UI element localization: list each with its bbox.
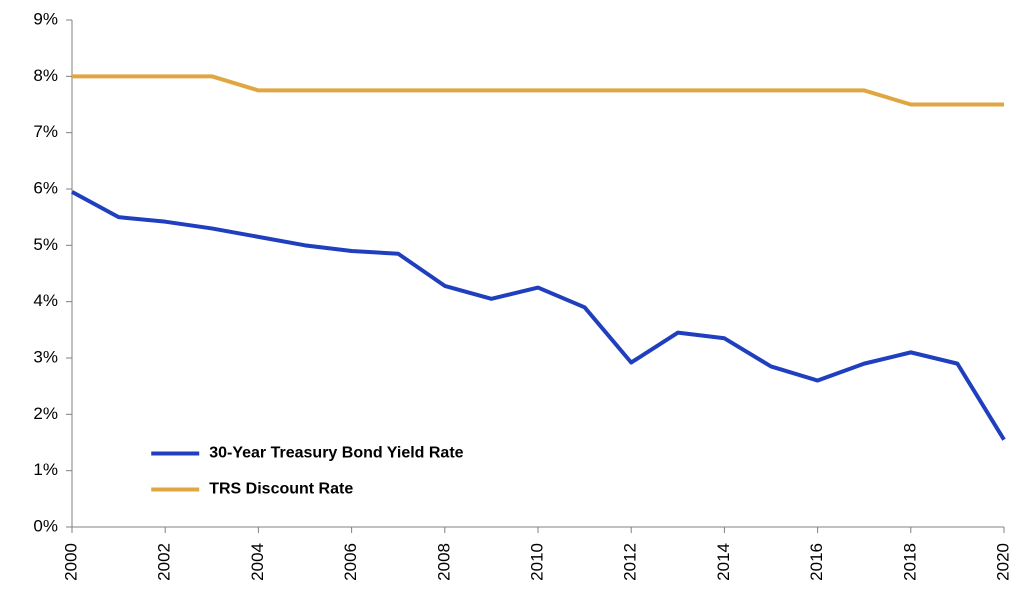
x-tick-label: 2000 — [61, 543, 80, 581]
legend-label-treasury: 30-Year Treasury Bond Yield Rate — [209, 445, 463, 462]
x-tick-label: 2010 — [527, 543, 546, 581]
y-tick-label: 8% — [33, 66, 58, 85]
x-tick-label: 2018 — [900, 543, 919, 581]
y-tick-label: 1% — [33, 460, 58, 479]
y-tick-label: 0% — [33, 516, 58, 535]
x-tick-label: 2008 — [434, 543, 453, 581]
legend-label-trs: TRS Discount Rate — [209, 481, 353, 498]
y-tick-label: 6% — [33, 178, 58, 197]
x-tick-label: 2020 — [993, 543, 1012, 581]
x-tick-label: 2002 — [155, 543, 174, 581]
rate-chart: 0% 1% 2% 3% 4% 5% 6% 7% 8% 9% 2000 2002 2004 2006 2008… — [0, 0, 1024, 607]
y-tick-label: 5% — [33, 235, 58, 254]
x-tick-label: 2016 — [807, 543, 826, 581]
y-tick-label: 4% — [33, 291, 58, 310]
y-tick-label: 7% — [33, 122, 58, 141]
x-tick-label: 2006 — [341, 543, 360, 581]
y-tick-label: 2% — [33, 404, 58, 423]
x-tick-label: 2014 — [714, 543, 733, 581]
y-tick-label: 9% — [33, 9, 58, 28]
chart-svg: 0% 1% 2% 3% 4% 5% 6% 7% 8% 9% 2000 2002 2004 2006 2008… — [0, 0, 1024, 607]
x-tick-label: 2012 — [621, 543, 640, 581]
y-tick-label: 3% — [33, 347, 58, 366]
x-tick-label: 2004 — [248, 543, 267, 581]
